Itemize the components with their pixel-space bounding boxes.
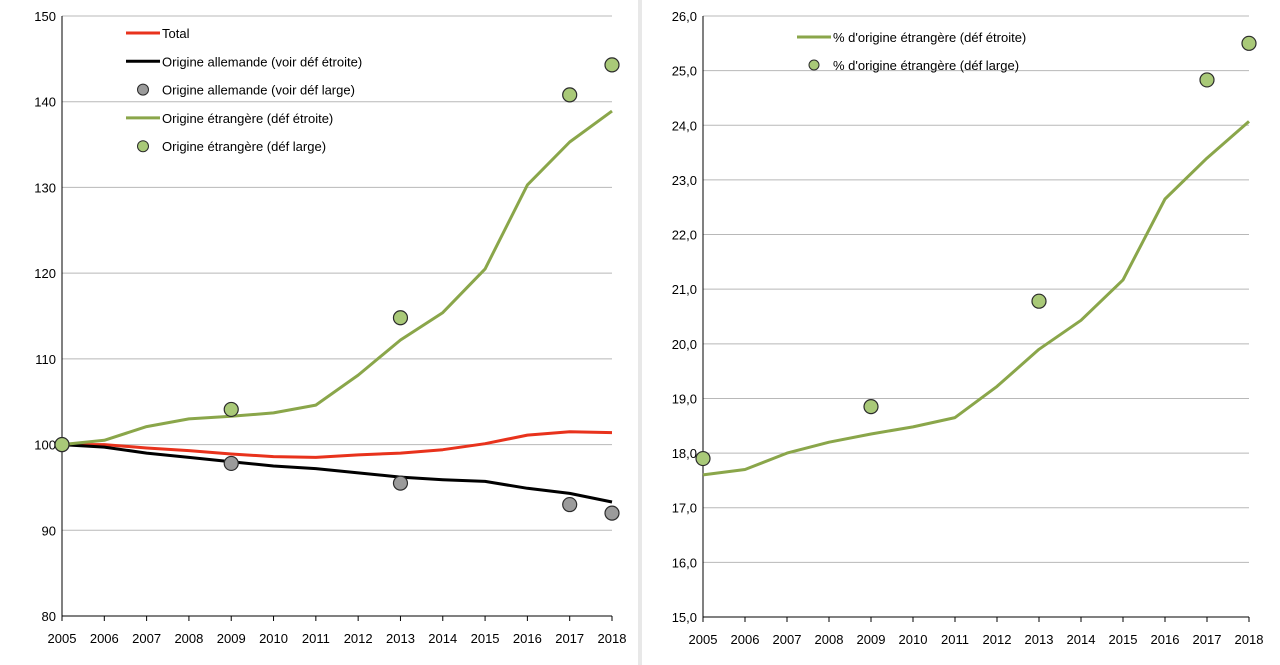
y-tick-label: 17,0 — [672, 501, 697, 516]
x-tick-label: 2007 — [773, 632, 802, 647]
data-point-d-origine-etrangere-def-large — [1241, 35, 1257, 51]
data-point-origine-etrangere-def-large — [392, 310, 409, 326]
x-tick-label: 2008 — [815, 632, 844, 647]
x-tick-label: 2011 — [941, 632, 969, 647]
legend-label: Origine allemande (voir déf large) — [162, 83, 355, 98]
legend-label: Origine allemande (voir déf étroite) — [162, 54, 362, 69]
data-point-origine-etrangere-def-large — [562, 87, 578, 103]
x-tick-label: 2012 — [344, 631, 373, 646]
x-tick-label: 2016 — [1151, 632, 1180, 647]
x-tick-label: 2014 — [1067, 632, 1096, 647]
y-tick-label: 100 — [34, 438, 56, 453]
y-tick-label: 19,0 — [672, 391, 697, 406]
x-tick-label: 2009 — [857, 632, 886, 647]
y-tick-label: 120 — [34, 266, 56, 281]
y-tick-label: 90 — [42, 523, 56, 538]
y-tick-label: 18,0 — [672, 446, 697, 461]
x-tick-label: 2010 — [899, 632, 928, 647]
series-line-origine-allemande-voir-def-etroite — [61, 443, 613, 504]
y-tick-label: 25,0 — [672, 64, 697, 79]
y-tick-label: 15,0 — [672, 610, 697, 625]
y-tick-label: 16,0 — [672, 555, 697, 570]
series-line-origine-etrangere-def-etroite — [61, 109, 613, 447]
y-tick-label: 150 — [34, 9, 56, 24]
x-tick-label: 2005 — [48, 631, 77, 646]
y-tick-label: 24,0 — [672, 118, 697, 133]
x-tick-label: 2016 — [513, 631, 542, 646]
index-chart: 80 90 100 110 120 130 140 150 2005 2006 2007 2008 20… — [34, 9, 627, 646]
legend-swatch-marker — [137, 83, 149, 96]
y-tick-label: 23,0 — [672, 173, 697, 188]
x-tick-label: 2017 — [555, 631, 584, 646]
x-tick-label: 2013 — [386, 631, 415, 646]
legend-swatch-marker — [137, 140, 149, 153]
x-tick-label: 2014 — [428, 631, 457, 646]
series-line-total — [62, 430, 613, 459]
legend-swatch-marker — [808, 59, 820, 71]
y-tick-label: 130 — [34, 180, 56, 195]
data-point-origine-allemande-voir-def-large — [223, 455, 239, 472]
x-tick-label: 2006 — [90, 631, 119, 646]
panel-divider — [638, 0, 642, 665]
data-point-origine-etrangere-def-large — [223, 401, 239, 418]
legend-label: % d'origine étrangère (déf large) — [833, 58, 1019, 73]
y-tick-label: 110 — [35, 352, 56, 367]
data-point-origine-allemande-voir-def-large — [604, 505, 620, 521]
data-point-origine-etrangere-def-large — [54, 436, 70, 453]
y-tick-label: 22,0 — [672, 228, 697, 243]
data-point-origine-allemande-voir-def-large — [562, 496, 578, 513]
y-tick-label: 140 — [34, 95, 56, 110]
x-tick-label: 2018 — [1235, 632, 1264, 647]
x-tick-label: 2011 — [302, 631, 330, 646]
x-tick-label: 2007 — [132, 631, 161, 646]
data-point-d-origine-etrangere-def-large — [1199, 72, 1215, 88]
y-tick-label: 80 — [42, 609, 56, 624]
data-point-origine-etrangere-def-large — [604, 57, 620, 73]
legend-label: % d'origine étrangère (déf étroite) — [833, 30, 1026, 45]
data-point-d-origine-etrangere-def-large — [1031, 293, 1047, 309]
x-tick-label: 2015 — [471, 631, 500, 646]
share-chart: 15,0 16,0 17,0 18,0 19,0 20,0 21,0 22,0 23,0 24,0… — [672, 9, 1264, 647]
legend-label: Total — [162, 26, 190, 41]
x-tick-label: 2010 — [259, 631, 288, 646]
x-tick-label: 2008 — [174, 631, 203, 646]
x-tick-label: 2005 — [689, 632, 718, 647]
x-tick-label: 2018 — [598, 631, 627, 646]
x-tick-label: 2006 — [731, 632, 760, 647]
x-tick-label: 2015 — [1109, 632, 1138, 647]
legend-label: Origine étrangère (déf large) — [162, 139, 326, 154]
data-point-origine-allemande-voir-def-large — [392, 475, 409, 491]
x-tick-label: 2009 — [217, 631, 246, 646]
chart-panel-index: 80 90 100 110 120 130 140 150 2005 2006 2007 2008 20… — [0, 0, 638, 665]
data-point-d-origine-etrangere-def-large — [695, 450, 711, 467]
x-tick-label: 2012 — [983, 632, 1012, 647]
chart-panel-share: 15,0 16,0 17,0 18,0 19,0 20,0 21,0 22,0 23,0 24,0… — [642, 0, 1280, 665]
y-tick-label: 20,0 — [672, 337, 697, 352]
y-tick-label: 21,0 — [672, 282, 697, 297]
y-tick-label: 26,0 — [672, 9, 697, 24]
x-tick-label: 2017 — [1193, 632, 1222, 647]
series-line-d-origine-etrangere-def-etroite — [702, 120, 1250, 477]
data-point-d-origine-etrangere-def-large — [863, 399, 879, 415]
legend-label: Origine étrangère (déf étroite) — [162, 111, 333, 126]
x-tick-label: 2013 — [1025, 632, 1054, 647]
